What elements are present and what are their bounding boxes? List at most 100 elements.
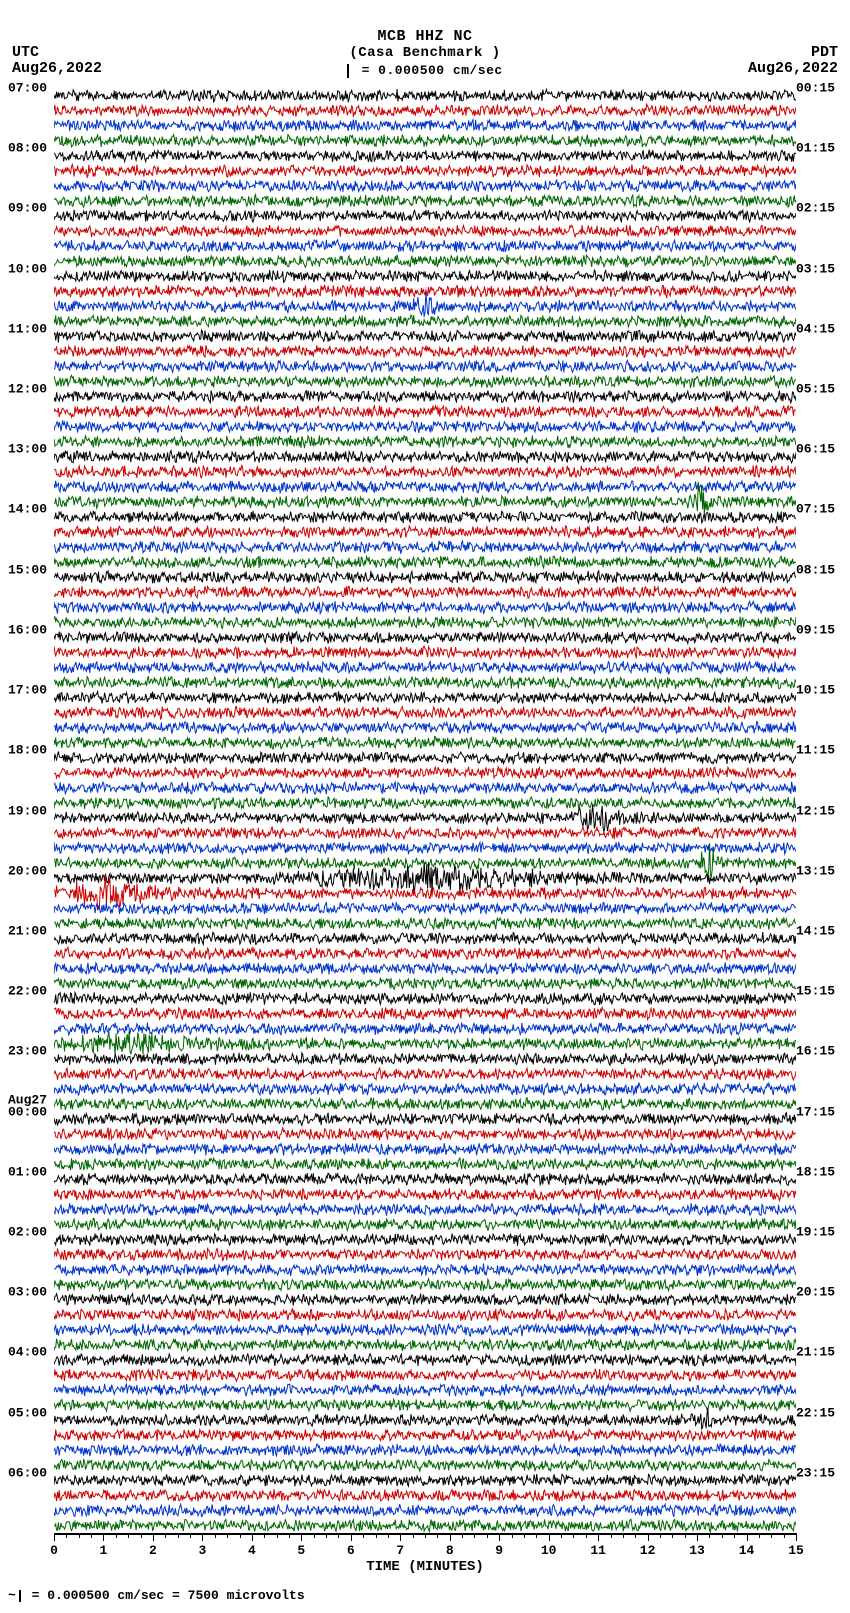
y-right-label: 05:15	[796, 382, 835, 397]
x-tick-minor	[487, 1533, 488, 1538]
y-left-label: 21:00	[8, 923, 47, 938]
x-tick	[450, 1533, 451, 1541]
y-left-label: 07:00	[8, 81, 47, 96]
trace-line	[54, 782, 796, 795]
trace-line	[54, 646, 796, 659]
trace-line	[54, 405, 796, 418]
y-right-label: 01:15	[796, 141, 835, 156]
trace-line	[54, 270, 796, 282]
x-tick	[153, 1533, 154, 1541]
trace-line	[54, 195, 796, 208]
y-left-label: 17:00	[8, 683, 47, 698]
x-tick-minor	[141, 1533, 142, 1538]
trace-line	[54, 722, 796, 734]
trace-line	[54, 1278, 796, 1291]
trace-line	[54, 805, 796, 832]
y-right-label: 23:15	[796, 1465, 835, 1480]
scale-indicator: = 0.000500 cm/sec	[0, 63, 850, 78]
trace-line	[54, 902, 796, 914]
x-tick-label: 11	[590, 1543, 606, 1558]
trace-line	[54, 1173, 796, 1185]
y-left-label: 09:00	[8, 201, 47, 216]
trace-line	[54, 315, 796, 328]
x-tick-label: 9	[495, 1543, 503, 1558]
trace-line	[54, 1143, 796, 1155]
y-left-label: 11:00	[8, 321, 47, 336]
y-right-label: 09:15	[796, 622, 835, 637]
trace-line	[54, 1023, 796, 1035]
x-tick-minor	[128, 1533, 129, 1538]
trace-line	[54, 632, 796, 644]
footer-scale: ~ = 0.000500 cm/sec = 7500 microvolts	[8, 1588, 305, 1603]
trace-line	[54, 706, 796, 719]
x-tick-label: 13	[689, 1543, 705, 1558]
trace-line	[54, 1293, 796, 1305]
x-tick-minor	[784, 1533, 785, 1538]
x-tick-minor	[672, 1533, 673, 1538]
x-tick-minor	[413, 1533, 414, 1538]
trace-line	[54, 1459, 796, 1471]
trace-line	[54, 360, 796, 372]
trace-line	[54, 1519, 796, 1532]
y-right-label: 12:15	[796, 803, 835, 818]
y-left-label: 00:00	[8, 1104, 47, 1119]
x-tick-minor	[660, 1533, 661, 1538]
x-tick-minor	[709, 1533, 710, 1538]
y-left-label: 10:00	[8, 261, 47, 276]
y-right-label: 11:15	[796, 743, 835, 758]
x-tick-minor	[635, 1533, 636, 1538]
trace-line	[54, 345, 796, 357]
x-tick-minor	[586, 1533, 587, 1538]
x-tick-minor	[79, 1533, 80, 1538]
x-tick	[598, 1533, 599, 1541]
trace-line	[54, 1188, 796, 1200]
x-tick-minor	[190, 1533, 191, 1538]
x-tick-label: 8	[446, 1543, 454, 1558]
trace-line	[54, 962, 796, 974]
y-right-label: 15:15	[796, 984, 835, 999]
y-left-label: 16:00	[8, 622, 47, 637]
y-right-label: 16:15	[796, 1044, 835, 1059]
x-tick-minor	[388, 1533, 389, 1538]
trace-line	[54, 752, 796, 765]
y-right-label: 22:15	[796, 1405, 835, 1420]
date-right: Aug26,2022	[748, 60, 838, 77]
trace-line	[54, 676, 796, 689]
y-right-label: 21:15	[796, 1345, 835, 1360]
x-tick-minor	[363, 1533, 364, 1538]
y-right-label: 19:15	[796, 1224, 835, 1239]
trace-line	[54, 255, 796, 267]
x-tick-minor	[561, 1533, 562, 1538]
timezone-left: UTC	[12, 44, 39, 61]
x-tick-minor	[524, 1533, 525, 1538]
trace-line	[54, 616, 796, 628]
trace-line	[54, 210, 796, 222]
x-tick-minor	[116, 1533, 117, 1538]
trace-line	[54, 917, 796, 929]
y-right-label: 14:15	[796, 923, 835, 938]
trace-line	[54, 420, 796, 433]
x-tick-minor	[512, 1533, 513, 1538]
trace-line	[54, 390, 796, 402]
trace-line	[54, 1128, 796, 1141]
trace-line	[54, 465, 796, 477]
trace-line	[54, 601, 796, 614]
y-right-label: 10:15	[796, 683, 835, 698]
x-tick-minor	[338, 1533, 339, 1538]
x-tick-minor	[462, 1533, 463, 1538]
scale-text: = 0.000500 cm/sec	[353, 63, 502, 78]
x-tick-label: 0	[50, 1543, 58, 1558]
trace-line	[54, 737, 796, 750]
x-tick-label: 14	[739, 1543, 755, 1558]
y-left-label: 20:00	[8, 863, 47, 878]
x-tick	[400, 1533, 401, 1541]
trace-line	[54, 1408, 796, 1429]
x-tick-minor	[685, 1533, 686, 1538]
x-tick	[549, 1533, 550, 1541]
trace-line	[54, 541, 796, 554]
x-tick	[499, 1533, 500, 1541]
trace-line	[54, 104, 796, 117]
x-tick-minor	[264, 1533, 265, 1538]
trace-line	[54, 1218, 796, 1231]
trace-line	[54, 992, 796, 1005]
